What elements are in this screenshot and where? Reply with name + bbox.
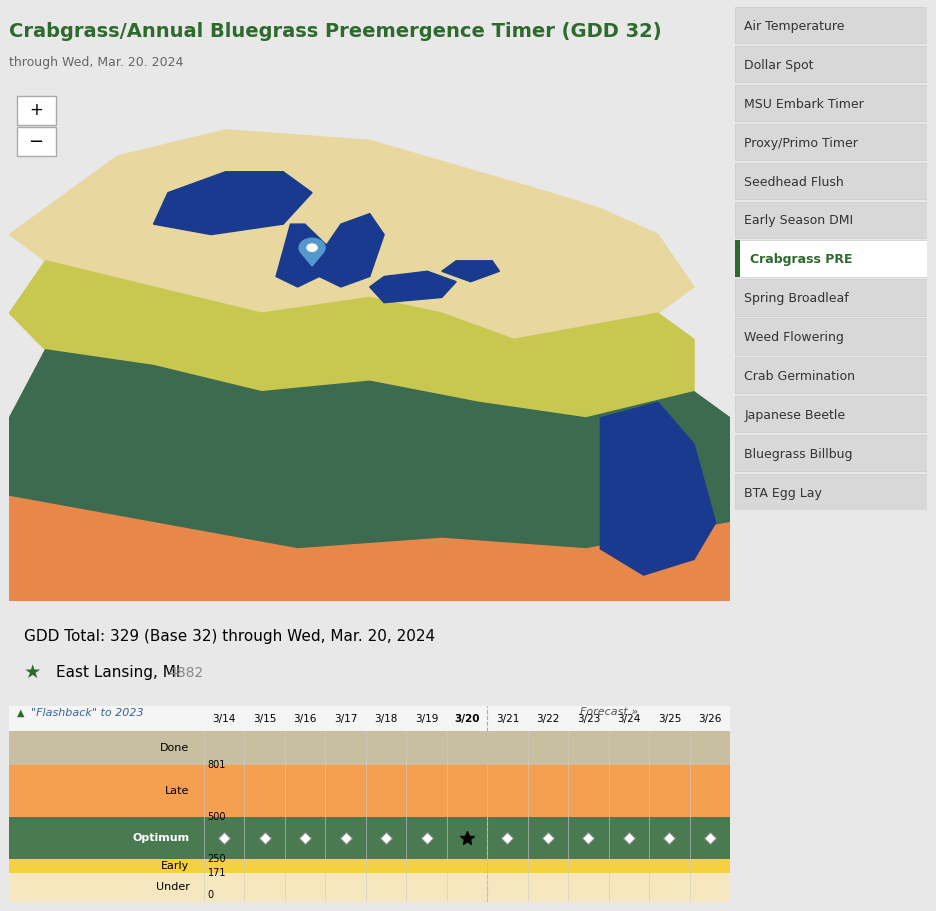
Text: ▲: ▲: [17, 708, 24, 718]
Text: −: −: [28, 133, 44, 151]
Text: GDD Total: 329 (Base 32) through Wed, Mar. 20, 2024: GDD Total: 329 (Base 32) through Wed, Ma…: [23, 630, 435, 644]
Polygon shape: [9, 496, 730, 601]
Polygon shape: [276, 224, 327, 287]
Text: Under: Under: [155, 883, 190, 892]
Text: Optimum: Optimum: [132, 833, 190, 843]
Text: 3/20: 3/20: [454, 713, 480, 723]
Bar: [735, 85, 927, 121]
Text: Japanese Beetle: Japanese Beetle: [744, 409, 845, 422]
Bar: [735, 318, 927, 354]
Polygon shape: [9, 129, 695, 339]
Text: Done: Done: [160, 743, 190, 753]
Text: 3/15: 3/15: [253, 713, 276, 723]
Text: Early: Early: [161, 861, 190, 871]
Bar: [9, 765, 730, 816]
Text: 3/18: 3/18: [374, 713, 398, 723]
Bar: [735, 124, 927, 160]
Text: 4882: 4882: [168, 666, 203, 680]
Bar: [735, 46, 927, 82]
Text: 3/25: 3/25: [658, 713, 681, 723]
Text: through Wed, Mar. 20. 2024: through Wed, Mar. 20. 2024: [9, 56, 183, 69]
Polygon shape: [9, 350, 730, 548]
Polygon shape: [9, 261, 695, 418]
Text: 500: 500: [208, 812, 227, 822]
Bar: [735, 396, 927, 433]
Text: Leaflet: Leaflet: [690, 586, 723, 596]
Text: Crabgrass/Annual Bluegrass Preemergence Timer (GDD 32): Crabgrass/Annual Bluegrass Preemergence …: [9, 22, 662, 41]
Polygon shape: [370, 271, 456, 302]
Bar: [17, 96, 56, 125]
Text: 250: 250: [208, 855, 227, 865]
Polygon shape: [600, 403, 716, 575]
Text: +: +: [29, 101, 43, 119]
Bar: [9, 732, 730, 765]
Text: Bluegrass Billbug: Bluegrass Billbug: [744, 448, 853, 461]
Text: "Flashback" to 2023: "Flashback" to 2023: [31, 708, 143, 718]
Bar: [735, 280, 927, 316]
Text: BTA Egg Lay: BTA Egg Lay: [744, 486, 822, 500]
Bar: [735, 7, 927, 44]
Polygon shape: [154, 171, 312, 234]
Text: 3/21: 3/21: [496, 713, 519, 723]
Text: Forecast »: Forecast »: [579, 707, 637, 717]
Text: 3/16: 3/16: [294, 713, 316, 723]
Text: ★: ★: [23, 663, 41, 682]
Bar: [735, 241, 739, 277]
Text: 3/24: 3/24: [617, 713, 640, 723]
Text: Air Temperature: Air Temperature: [744, 20, 845, 33]
Bar: [9, 706, 730, 732]
Bar: [17, 128, 56, 156]
Bar: [9, 859, 730, 873]
Text: Dollar Spot: Dollar Spot: [744, 59, 814, 72]
Text: Late: Late: [165, 786, 190, 796]
Text: 3/14: 3/14: [212, 713, 236, 723]
Circle shape: [307, 244, 317, 251]
Bar: [735, 357, 927, 394]
Text: 3/22: 3/22: [536, 713, 560, 723]
Text: Proxy/Primo Timer: Proxy/Primo Timer: [744, 137, 858, 149]
Text: 3/19: 3/19: [415, 713, 438, 723]
Text: Crab Germination: Crab Germination: [744, 370, 856, 383]
Text: 3/17: 3/17: [334, 713, 358, 723]
Text: 3/23: 3/23: [577, 713, 600, 723]
Bar: [735, 241, 927, 277]
Text: 0: 0: [208, 890, 213, 900]
Text: Early Season DMI: Early Season DMI: [744, 214, 854, 228]
Circle shape: [300, 239, 325, 257]
Text: 801: 801: [208, 761, 226, 771]
Text: East Lansing, MI: East Lansing, MI: [56, 665, 181, 681]
Bar: [735, 435, 927, 471]
Text: 171: 171: [208, 868, 227, 878]
Text: Seedhead Flush: Seedhead Flush: [744, 176, 844, 189]
Text: Weed Flowering: Weed Flowering: [744, 332, 844, 344]
Polygon shape: [301, 253, 323, 266]
Bar: [9, 873, 730, 902]
Bar: [735, 163, 927, 199]
Bar: [735, 474, 927, 510]
Polygon shape: [319, 213, 384, 287]
Text: Crabgrass PRE: Crabgrass PRE: [750, 253, 853, 266]
Text: 3/26: 3/26: [698, 713, 722, 723]
Bar: [735, 201, 927, 238]
Bar: [9, 816, 730, 859]
Text: Spring Broadleaf: Spring Broadleaf: [744, 292, 849, 305]
Text: MSU Embark Timer: MSU Embark Timer: [744, 97, 864, 111]
Polygon shape: [442, 261, 500, 281]
